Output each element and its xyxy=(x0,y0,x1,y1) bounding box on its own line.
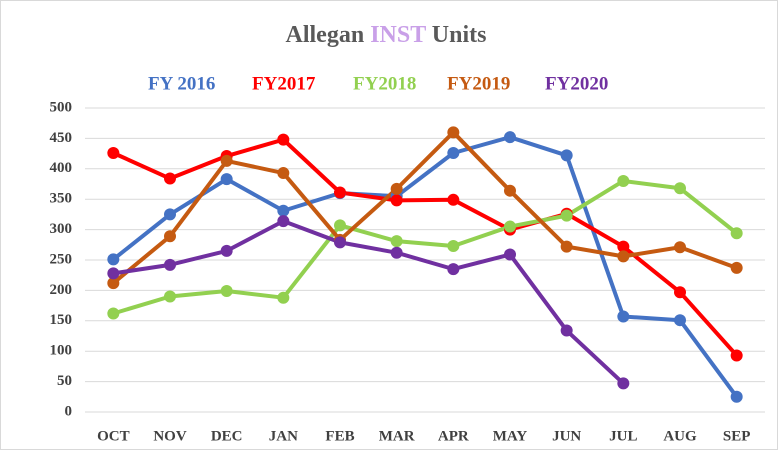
data-point xyxy=(674,241,686,254)
data-point xyxy=(107,267,120,280)
data-point xyxy=(730,390,743,403)
y-tick-label: 250 xyxy=(50,251,73,267)
legend-label: FY2018 xyxy=(353,73,416,94)
x-tick-label: APR xyxy=(438,428,469,444)
x-tick-label: JAN xyxy=(269,428,298,444)
data-point xyxy=(730,349,743,362)
data-point xyxy=(334,219,346,232)
data-point xyxy=(617,240,630,253)
x-tick-label: MAY xyxy=(493,428,528,444)
x-tick-label: NOV xyxy=(153,428,187,444)
legend-label: FY2020 xyxy=(545,73,608,94)
data-point xyxy=(220,154,233,167)
data-point xyxy=(504,131,516,144)
y-tick-label: 100 xyxy=(50,343,73,359)
data-point xyxy=(220,173,233,186)
data-point xyxy=(560,149,573,162)
data-point xyxy=(730,227,743,240)
data-point xyxy=(220,285,233,298)
y-tick-label: 50 xyxy=(57,373,72,389)
data-point xyxy=(277,215,290,228)
x-tick-label: OCT xyxy=(97,428,130,444)
legend-label: FY 2016 xyxy=(148,73,215,94)
data-point xyxy=(164,290,176,303)
data-point xyxy=(447,146,460,159)
data-point xyxy=(107,253,120,266)
y-tick-label: 350 xyxy=(50,191,73,207)
data-point xyxy=(560,324,573,337)
data-point xyxy=(617,377,630,390)
x-tick-label: FEB xyxy=(325,428,354,444)
y-tick-label: 400 xyxy=(50,160,73,176)
title-part: Units xyxy=(432,22,487,48)
data-point xyxy=(390,194,403,207)
data-point xyxy=(447,240,460,253)
legend-label: FY2019 xyxy=(447,73,510,94)
data-point xyxy=(390,182,403,195)
series-line xyxy=(112,178,738,316)
data-point xyxy=(560,240,573,253)
series-line xyxy=(112,135,739,398)
data-point xyxy=(277,204,290,217)
data-point xyxy=(617,310,630,323)
data-point xyxy=(447,193,460,206)
data-point xyxy=(277,167,290,180)
legend-label: FY2017 xyxy=(252,73,316,94)
y-tick-label: 450 xyxy=(50,130,73,146)
data-point xyxy=(164,258,176,271)
data-point xyxy=(674,314,686,327)
data-point xyxy=(390,235,403,248)
data-point xyxy=(107,307,120,320)
data-point xyxy=(390,246,403,259)
title-part: Allegan xyxy=(286,22,365,48)
data-point xyxy=(447,263,460,276)
data-point xyxy=(674,182,686,195)
data-point xyxy=(560,209,573,222)
series-line xyxy=(113,219,625,385)
x-tick-label: MAR xyxy=(379,428,415,444)
data-point xyxy=(334,186,346,199)
x-tick-label: AUG xyxy=(663,428,697,444)
x-tick-label: JUN xyxy=(552,428,581,444)
title-part: INST xyxy=(370,22,426,48)
x-tick-label: JUL xyxy=(609,428,637,444)
data-point xyxy=(277,291,290,304)
chart-title: Allegan INST Units xyxy=(286,22,487,48)
data-point xyxy=(504,184,516,197)
data-point xyxy=(164,172,176,185)
data-point xyxy=(617,174,630,187)
data-point xyxy=(334,236,346,249)
series-line xyxy=(112,130,738,285)
x-tick-label: SEP xyxy=(723,428,751,444)
y-tick-label: 200 xyxy=(50,282,73,298)
x-tick-label: DEC xyxy=(211,428,243,444)
data-point xyxy=(107,146,120,159)
data-point xyxy=(504,220,516,233)
y-tick-label: 150 xyxy=(50,312,73,328)
y-tick-label: 300 xyxy=(50,221,73,237)
data-point xyxy=(220,244,233,257)
data-point xyxy=(107,277,120,290)
data-point xyxy=(730,261,743,274)
data-point xyxy=(617,250,630,263)
data-point xyxy=(674,286,686,299)
data-point xyxy=(277,133,290,146)
data-point xyxy=(504,248,516,261)
data-point xyxy=(447,126,460,139)
data-point xyxy=(164,230,176,243)
y-tick-label: 0 xyxy=(65,403,73,419)
y-tick-label: 500 xyxy=(50,99,73,115)
data-point xyxy=(164,208,176,221)
